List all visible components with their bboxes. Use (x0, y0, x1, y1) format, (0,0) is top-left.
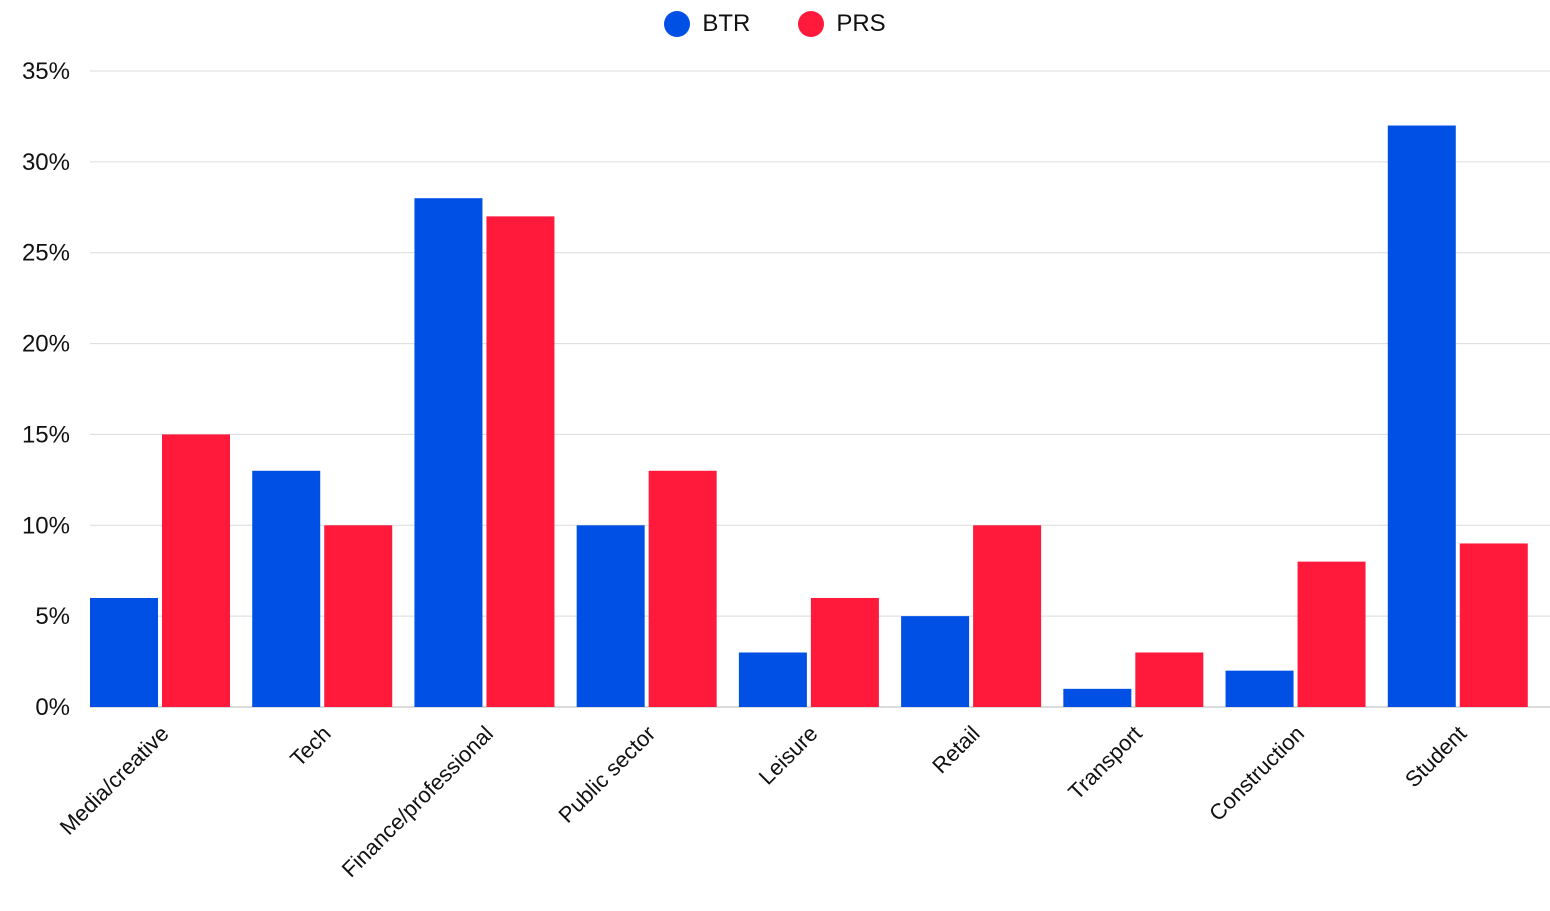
x-category-label: Media/creative (55, 721, 174, 840)
bar-prs[interactable] (324, 525, 393, 707)
bar-prs[interactable] (162, 434, 230, 707)
x-category-label: Transport (1063, 721, 1147, 805)
legend-item-btr[interactable]: BTR (664, 10, 750, 38)
bar-prs[interactable] (1459, 543, 1528, 707)
y-axis-tick-labels: 0% 5% 10% 15% 20% 25% 30% 35% (22, 58, 70, 721)
bar-btr[interactable] (738, 652, 807, 707)
bar-prs[interactable] (648, 470, 717, 707)
bar-prs[interactable] (486, 216, 555, 707)
y-tick-label: 5% (35, 603, 70, 630)
bars (90, 125, 1528, 707)
bar-btr[interactable] (1387, 125, 1456, 707)
bar-btr[interactable] (252, 470, 321, 707)
x-category-label: Retail (927, 721, 984, 778)
y-tick-label: 10% (22, 512, 70, 539)
bar-btr[interactable] (901, 616, 970, 707)
x-category-label: Leisure (754, 721, 823, 790)
bar-btr[interactable] (414, 198, 483, 707)
x-category-label: Student (1400, 721, 1471, 792)
bar-prs[interactable] (973, 525, 1042, 707)
bar-prs[interactable] (1135, 652, 1204, 707)
x-category-label: Construction (1204, 721, 1309, 826)
bar-btr[interactable] (576, 525, 645, 707)
bar-prs[interactable] (810, 597, 879, 707)
legend-item-prs[interactable]: PRS (798, 10, 886, 38)
x-category-label: Tech (285, 721, 336, 772)
y-tick-label: 35% (22, 58, 70, 85)
legend-swatch-prs (798, 11, 825, 37)
bar-prs[interactable] (1297, 561, 1366, 707)
legend-swatch-btr (664, 11, 691, 37)
bar-btr[interactable] (90, 597, 158, 707)
y-tick-label: 25% (22, 240, 70, 267)
legend: BTR PRS (0, 6, 1550, 42)
x-category-label: Public sector (553, 721, 660, 828)
legend-label-prs: PRS (836, 10, 886, 37)
x-axis-category-labels: Media/creative Tech Finance/professional Pu… (55, 721, 1472, 882)
bar-btr[interactable] (1063, 688, 1132, 707)
y-tick-label: 15% (22, 421, 70, 448)
y-tick-label: 30% (22, 149, 70, 176)
y-tick-label: 0% (35, 694, 70, 721)
x-category-label: Finance/professional (337, 721, 498, 882)
legend-label-btr: BTR (702, 10, 751, 37)
y-tick-label: 20% (22, 331, 70, 358)
bar-btr[interactable] (1225, 670, 1294, 707)
